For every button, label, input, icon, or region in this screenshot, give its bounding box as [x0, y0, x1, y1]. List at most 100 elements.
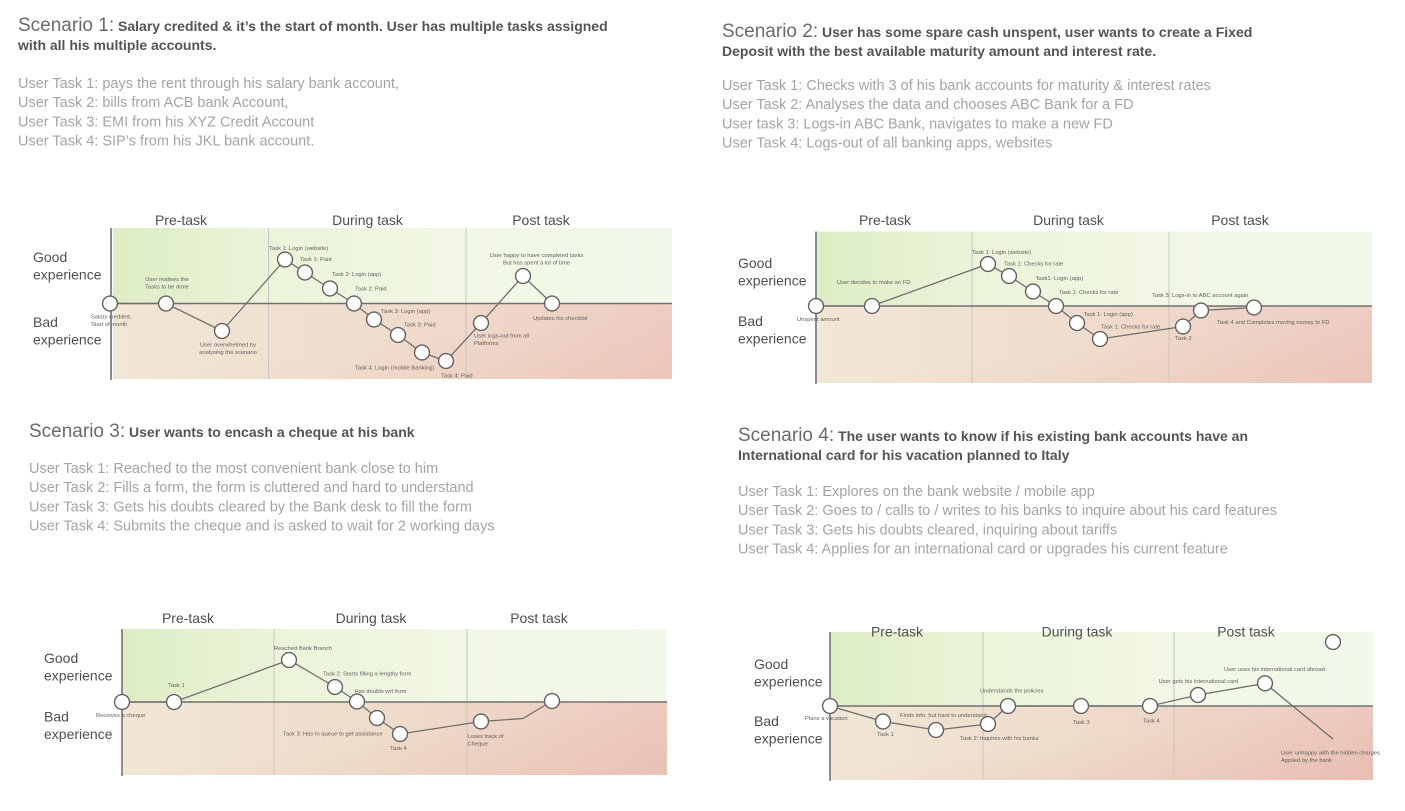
- svg-text:Task 3: Login (app): Task 3: Login (app): [381, 309, 430, 315]
- svg-text:Task 4: Login (mobile Banking): Task 4: Login (mobile Banking): [355, 365, 434, 371]
- svg-text:User Task 4: Applies for an in: User Task 4: Applies for an internationa…: [738, 542, 1228, 558]
- svg-text:User Task 2: Analyses the data: User Task 2: Analyses the data and choos…: [722, 97, 1134, 113]
- svg-text:Platforms: Platforms: [474, 341, 499, 347]
- svg-text:experience: experience: [738, 331, 807, 347]
- svg-text:User uses his international ca: User uses his international card abroad: [1224, 667, 1325, 673]
- svg-text:Task 1: Task 1: [168, 683, 185, 689]
- svg-text:During task: During task: [336, 610, 408, 626]
- svg-text:User Task 4: SIP’s from his JK: User Task 4: SIP’s from his JKL bank acc…: [18, 134, 314, 150]
- svg-text:Task 1: Login (app): Task 1: Login (app): [1084, 312, 1133, 318]
- svg-text:Task 2: Starts filling a lengt: Task 2: Starts filling a lengthy form: [323, 671, 411, 677]
- svg-text:During task: During task: [332, 212, 404, 228]
- svg-text:During task: During task: [1042, 624, 1114, 640]
- svg-text:Task 1: Login (website): Task 1: Login (website): [269, 246, 328, 252]
- svg-text:User happy to have completed t: User happy to have completed tasks: [490, 253, 584, 259]
- svg-text:experience: experience: [44, 726, 113, 742]
- svg-text:Post task: Post task: [1217, 624, 1276, 640]
- svg-text:experience: experience: [754, 674, 823, 690]
- svg-text:Task1: Login (app): Task1: Login (app): [1036, 276, 1084, 282]
- svg-text:Scenario 2: User has some spar: Scenario 2: User has some spare cash uns…: [722, 21, 1252, 42]
- svg-text:Receives a cheque: Receives a cheque: [96, 713, 145, 719]
- svg-text:User Task 3: Gets his doubts c: User Task 3: Gets his doubts cleared, in…: [738, 522, 1117, 538]
- svg-text:Task 2: Inquires with his bank: Task 2: Inquires with his banks: [960, 736, 1039, 742]
- svg-text:Bad: Bad: [738, 313, 763, 329]
- svg-text:User Task 2: Fills a form, the: User Task 2: Fills a form, the form is c…: [29, 480, 474, 496]
- svg-text:User Task 1: Reached to the mo: User Task 1: Reached to the most conveni…: [29, 461, 438, 477]
- svg-text:Scenario 3: User wants to enca: Scenario 3: User wants to encash a chequ…: [29, 421, 415, 442]
- svg-text:Cheque: Cheque: [468, 741, 488, 747]
- svg-text:Understands the policies: Understands the policies: [980, 689, 1044, 695]
- svg-text:User Task 1: pays the rent thr: User Task 1: pays the rent through his s…: [18, 76, 399, 92]
- svg-text:User gets his international ca: User gets his international card: [1159, 679, 1239, 685]
- svg-text:Task 4: Task 4: [390, 746, 408, 752]
- svg-text:User realises the: User realises the: [145, 277, 189, 283]
- svg-text:Task 3: Task 3: [1073, 720, 1090, 726]
- svg-text:Pre-task: Pre-task: [155, 212, 208, 228]
- svg-text:User Task 3: EMI from his XYZ: User Task 3: EMI from his XYZ Credit Acc…: [18, 114, 314, 130]
- svg-text:Start of month: Start of month: [91, 322, 127, 328]
- svg-text:Task 2: Task 2: [1175, 336, 1192, 342]
- svg-text:Pre-task: Pre-task: [871, 624, 924, 640]
- svg-text:Pre-task: Pre-task: [162, 610, 215, 626]
- svg-text:Good: Good: [33, 249, 67, 265]
- svg-text:Task 4: Task 4: [1143, 719, 1161, 725]
- svg-text:During task: During task: [1033, 212, 1105, 228]
- svg-text:User decides to make an FD: User decides to make an FD: [837, 280, 910, 286]
- svg-text:Task 3: Paid: Task 3: Paid: [404, 322, 436, 328]
- svg-text:User overwhelmed by: User overwhelmed by: [200, 343, 256, 349]
- svg-text:Unspent amount: Unspent amount: [797, 317, 840, 323]
- svg-text:Plans a vacation: Plans a vacation: [805, 716, 848, 722]
- svg-text:Updates his checklist: Updates his checklist: [533, 316, 588, 322]
- svg-text:User logs-out from all: User logs-out from all: [474, 334, 529, 340]
- svg-text:Post task: Post task: [510, 610, 569, 626]
- svg-text:But has spent a lot of time: But has spent a lot of time: [503, 260, 570, 266]
- svg-text:Bad: Bad: [44, 709, 69, 725]
- svg-text:User Task 4: Submits the chequ: User Task 4: Submits the cheque and is a…: [29, 519, 495, 535]
- svg-text:experience: experience: [754, 731, 823, 747]
- svg-text:Task 4: Paid: Task 4: Paid: [441, 374, 473, 380]
- svg-text:Good: Good: [754, 656, 788, 672]
- svg-text:User Task 2: Goes to / calls t: User Task 2: Goes to / calls to / writes…: [738, 503, 1277, 519]
- svg-text:User Task 4: Logs-out of all b: User Task 4: Logs-out of all banking app…: [722, 136, 1052, 152]
- svg-text:Reached Bank Branch: Reached Bank Branch: [274, 646, 332, 652]
- svg-text:Deposit with the best availabl: Deposit with the best available maturity…: [722, 43, 1156, 59]
- svg-text:User Task 1: Checks with 3 of: User Task 1: Checks with 3 of his bank a…: [722, 78, 1211, 94]
- svg-text:User Task 2: bills from ACB ba: User Task 2: bills from ACB bank Account…: [18, 95, 289, 111]
- svg-text:Good: Good: [738, 255, 772, 271]
- svg-text:User Task 1: Explores on the b: User Task 1: Explores on the bank websit…: [738, 484, 1095, 500]
- svg-text:Task 1: Paid: Task 1: Paid: [300, 257, 332, 263]
- svg-text:Task 1: Checks for rate: Task 1: Checks for rate: [1004, 262, 1063, 268]
- svg-text:with all his multiple accounts: with all his multiple accounts.: [17, 37, 216, 53]
- svg-text:Bad: Bad: [33, 314, 58, 330]
- svg-text:Post task: Post task: [512, 212, 571, 228]
- svg-text:Task 1: Checks for rate: Task 1: Checks for rate: [1059, 290, 1118, 296]
- svg-text:Task 1: Login (website): Task 1: Login (website): [972, 250, 1031, 256]
- svg-text:experience: experience: [44, 668, 113, 684]
- svg-text:Salary credited,: Salary credited,: [91, 315, 132, 321]
- svg-text:Good: Good: [44, 650, 78, 666]
- svg-text:International card for his vac: International card for his vacation plan…: [738, 447, 1070, 463]
- svg-text:Scenario 4: The user wants to: Scenario 4: The user wants to know if hi…: [738, 425, 1248, 446]
- svg-text:Applied by the bank: Applied by the bank: [1281, 758, 1332, 764]
- svg-text:User unhappy with the hidden c: User unhappy with the hidden charges: [1281, 751, 1380, 757]
- svg-text:Task 2: Paid: Task 2: Paid: [355, 286, 387, 292]
- svg-text:Task 1: Task 1: [877, 732, 894, 738]
- svg-text:Tasks to be done: Tasks to be done: [145, 285, 189, 291]
- svg-text:Task 2: Login (app): Task 2: Login (app): [332, 272, 381, 278]
- svg-text:Has doubts wrt form: Has doubts wrt form: [355, 689, 407, 695]
- svg-text:experience: experience: [33, 267, 102, 283]
- svg-text:Post task: Post task: [1211, 212, 1270, 228]
- svg-text:Pre-task: Pre-task: [859, 212, 912, 228]
- svg-text:Finds info, but hard to unders: Finds info, but hard to understand: [900, 713, 987, 719]
- svg-text:User Task 3: Gets his doubts c: User Task 3: Gets his doubts cleared by …: [29, 499, 472, 515]
- svg-text:Task 1: Checks for rate: Task 1: Checks for rate: [1101, 325, 1160, 331]
- svg-text:Task 3: Has to queue to get as: Task 3: Has to queue to get assistance: [283, 732, 383, 738]
- svg-text:experience: experience: [738, 273, 807, 289]
- svg-text:Bad: Bad: [754, 713, 779, 729]
- svg-text:Task 3: Logs-in to ABC account: Task 3: Logs-in to ABC account again: [1152, 293, 1248, 299]
- svg-text:Task 4 and Completes moving mo: Task 4 and Completes moving money to FD: [1217, 320, 1329, 326]
- svg-text:Scenario 1: Salary credited &: Scenario 1: Salary credited & it’s the s…: [18, 15, 608, 36]
- svg-text:experience: experience: [33, 332, 102, 348]
- svg-text:analysing the scenario: analysing the scenario: [199, 350, 257, 356]
- svg-text:User task 3: Logs-in ABC Bank,: User task 3: Logs-in ABC Bank, navigates…: [722, 116, 1113, 132]
